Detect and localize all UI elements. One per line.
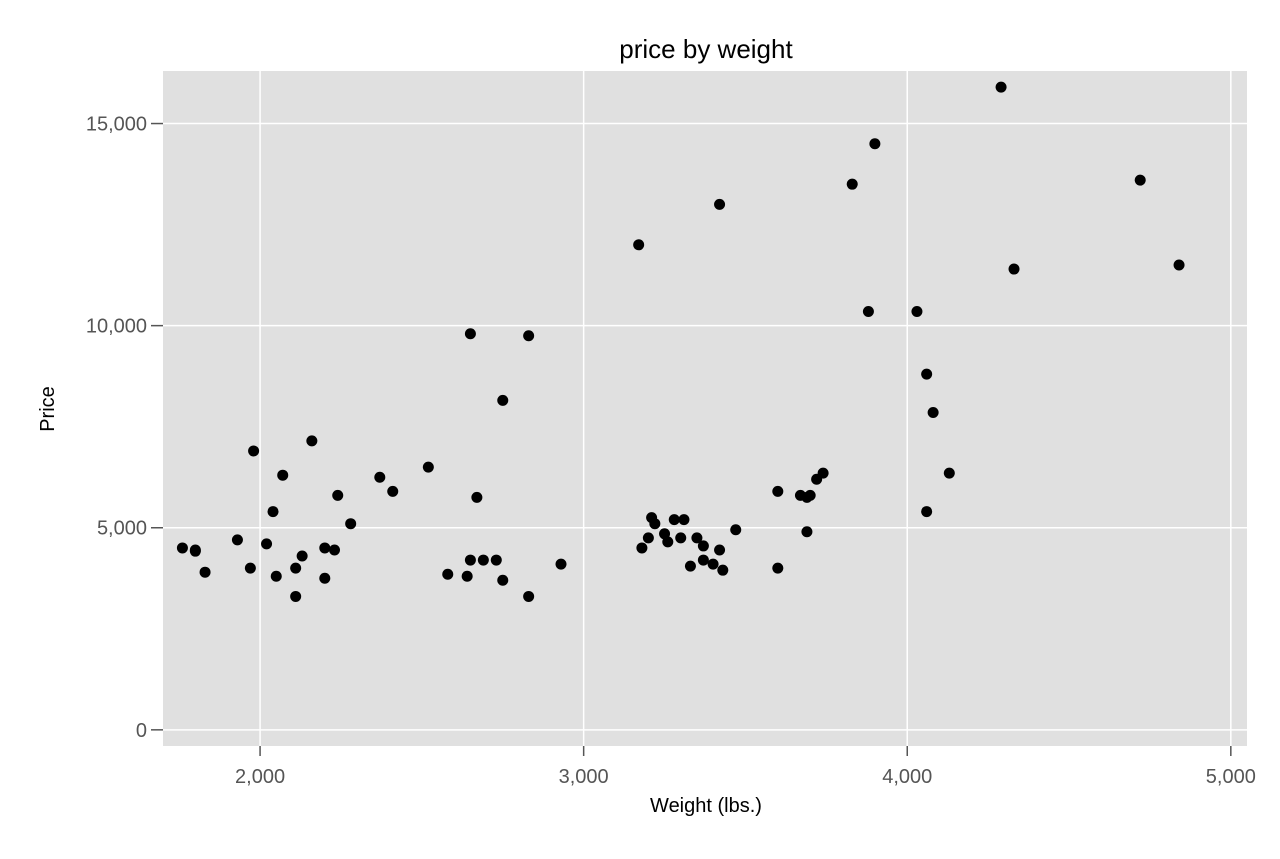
data-point [869, 138, 881, 150]
data-point [199, 566, 211, 578]
chart-title: price by weight [619, 34, 793, 64]
data-point [636, 542, 648, 554]
y-axis-label: Price [37, 386, 59, 432]
data-point [176, 542, 188, 554]
data-point [332, 489, 344, 501]
data-point [730, 524, 742, 536]
data-point [684, 560, 696, 572]
data-point [442, 568, 454, 580]
data-points [176, 81, 1185, 602]
data-point [707, 558, 719, 570]
data-point [267, 506, 279, 518]
data-point [555, 558, 567, 570]
data-point [804, 489, 816, 501]
x-tick-label: 3,000 [559, 766, 609, 788]
data-point [523, 590, 535, 602]
data-point [319, 542, 331, 554]
data-point [497, 574, 509, 586]
data-point [244, 562, 256, 574]
data-point [801, 526, 813, 538]
x-tick-label: 4,000 [882, 766, 932, 788]
data-point [943, 467, 955, 479]
data-point [497, 394, 509, 406]
data-point [319, 572, 331, 584]
axes: 2,000 3,000 4,000 5,000 0 5,000 10,000 15,000 [86, 114, 1256, 788]
data-point [189, 545, 201, 557]
data-point [921, 368, 933, 380]
data-point [523, 330, 535, 342]
data-point [277, 469, 289, 481]
data-point [270, 570, 282, 582]
data-point [772, 485, 784, 497]
y-tick-label: 15,000 [86, 114, 147, 136]
data-point [772, 562, 784, 574]
data-point [461, 570, 473, 582]
y-tick-label: 5,000 [97, 518, 147, 540]
data-point [1008, 263, 1020, 275]
data-point [714, 198, 726, 210]
y-tick-label: 10,000 [86, 316, 147, 338]
data-point [662, 536, 674, 548]
gridlines [163, 71, 1247, 746]
data-point [921, 506, 933, 518]
data-point [345, 518, 357, 530]
data-point [328, 544, 340, 556]
data-point [675, 532, 687, 544]
data-point [691, 532, 703, 544]
data-point [678, 514, 690, 526]
data-point [697, 540, 709, 552]
data-point [464, 554, 476, 566]
data-point [248, 445, 260, 457]
plot-panel [163, 71, 1247, 746]
data-point [261, 538, 273, 550]
x-tick-label: 5,000 [1206, 766, 1256, 788]
data-point [862, 305, 874, 317]
x-tick-label: 2,000 [235, 766, 285, 788]
data-point [290, 590, 302, 602]
data-point [296, 550, 308, 562]
data-point [1173, 259, 1185, 271]
data-point [927, 407, 939, 419]
data-point [490, 554, 502, 566]
data-point [697, 554, 709, 566]
data-point [995, 81, 1007, 93]
data-point [374, 471, 386, 483]
data-point [464, 328, 476, 340]
data-point [633, 239, 645, 251]
data-point [817, 467, 829, 479]
data-point [422, 461, 434, 473]
data-point [290, 562, 302, 574]
data-point [714, 544, 726, 556]
data-point [911, 305, 923, 317]
data-point [477, 554, 489, 566]
data-point [649, 518, 661, 530]
data-point [471, 491, 483, 503]
data-point [846, 178, 858, 190]
y-tick-label: 0 [136, 720, 147, 742]
data-point [642, 532, 654, 544]
data-point [717, 564, 729, 576]
data-point [1134, 174, 1146, 186]
x-axis-label: Weight (lbs.) [650, 795, 762, 817]
data-point [306, 435, 318, 447]
data-point [387, 485, 399, 497]
data-point [668, 514, 680, 526]
data-point [231, 534, 243, 546]
